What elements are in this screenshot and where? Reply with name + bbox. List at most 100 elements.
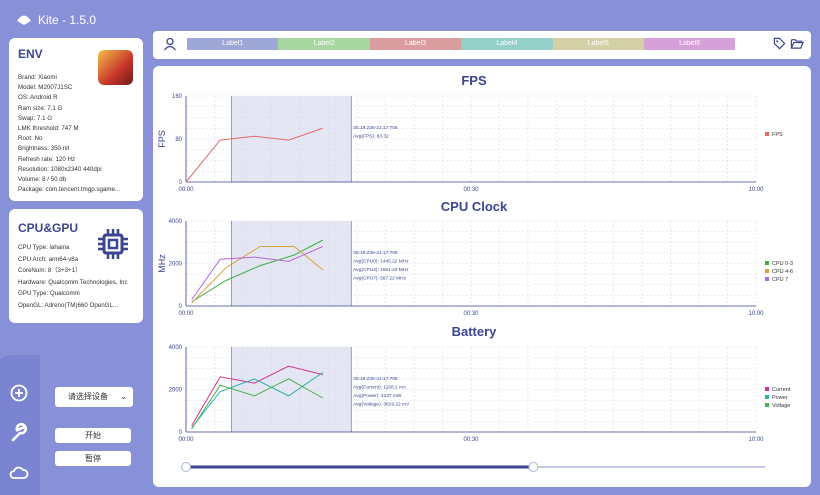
tooltip-line: Avg(FPS): 83.32 bbox=[353, 134, 389, 140]
tag-icon[interactable] bbox=[773, 37, 786, 50]
x-tick-label: 00:30 bbox=[463, 437, 479, 443]
label-tab[interactable]: Label4 bbox=[461, 38, 553, 50]
plus-circle-icon[interactable] bbox=[9, 383, 29, 403]
legend-swatch bbox=[765, 132, 769, 136]
x-tick-label: 10:00 bbox=[748, 437, 764, 443]
tooltip-line: 05:18:238-21:17:705 bbox=[353, 376, 398, 382]
cpu-row: CPU Arch: arm64-v8a bbox=[18, 255, 79, 263]
series-line-cpu-0-3 bbox=[191, 239, 324, 303]
series-line-current bbox=[191, 365, 323, 426]
chart-title: Battery bbox=[452, 324, 498, 339]
y-tick-label: 4000 bbox=[169, 219, 183, 225]
wrench-icon[interactable] bbox=[9, 423, 29, 443]
label-tab[interactable]: Label5 bbox=[552, 38, 644, 50]
chevron-down-icon: ⌄ bbox=[120, 392, 127, 401]
env-row: Brand: Xiaomi bbox=[18, 74, 57, 81]
start-button[interactable]: 开始 bbox=[55, 428, 131, 443]
tooltip-line: Avg(CPU0): 1445.22 MHz bbox=[353, 259, 409, 265]
timeline-end-handle[interactable] bbox=[528, 462, 539, 472]
series-line-fps bbox=[185, 127, 323, 183]
y-axis-label: FPS bbox=[157, 130, 167, 148]
cpugpu-card: CPU&GPU CPU Type: lahaina CPU Arch: arm6… bbox=[9, 209, 143, 323]
kite-logo-icon bbox=[17, 15, 31, 25]
title-bar: Kite - 1.5.0 bbox=[0, 0, 820, 40]
timeline-start-handle[interactable] bbox=[181, 462, 191, 472]
legend-label: Voltage bbox=[772, 403, 790, 409]
cpu-row: Hardware: Qualcomm Technologies, Inc bbox=[18, 278, 128, 286]
cpu-row: CoreNum: 8（3+3+1） bbox=[18, 267, 82, 274]
env-info-list: Brand: Xiaomi Model: M2007J1SC OS: Andro… bbox=[18, 73, 120, 195]
legend-label: Current bbox=[772, 387, 791, 393]
cpu-row: GPU Type: Qualcomm bbox=[18, 290, 80, 297]
env-row: Refresh rate: 120 Hz bbox=[18, 155, 76, 163]
charts-canvas: FPS 0 80 160 00:00 00:30 10:00 FPS FPS 05:18:238-… bbox=[157, 73, 793, 472]
legend-swatch bbox=[765, 277, 769, 281]
label-tab[interactable]: Label1 bbox=[187, 38, 279, 50]
x-tick-label: 00:30 bbox=[463, 187, 479, 193]
x-tick-label: 10:00 bbox=[748, 311, 764, 317]
env-row: Root: No bbox=[18, 135, 43, 143]
legend-swatch bbox=[765, 269, 769, 273]
chart-panel: FPS 0 80 160 00:00 00:30 10:00 FPS FPS 05:18:238-… bbox=[153, 66, 811, 487]
tooltip-line: Avg(Current): 1158.2 mA bbox=[353, 385, 407, 391]
y-axis-label: MHz bbox=[157, 254, 167, 273]
y-tick-label: 2000 bbox=[169, 262, 183, 268]
env-row: Resolution: 1080x2340 440dpi bbox=[18, 165, 102, 173]
series-line-voltage bbox=[191, 378, 324, 430]
y-tick-label: 80 bbox=[175, 137, 182, 143]
x-tick-label: 00:30 bbox=[463, 311, 479, 317]
chart-title: FPS bbox=[461, 73, 487, 88]
user-icon[interactable] bbox=[163, 37, 177, 51]
legend-label: CPU 0-3 bbox=[772, 261, 793, 267]
x-tick-label: 00:00 bbox=[178, 311, 194, 317]
env-row: Ram size: 7.1 G bbox=[18, 104, 63, 112]
env-card: ENV Brand: Xiaomi Model: M2007J1SC OS: A… bbox=[9, 38, 143, 201]
cloud-icon[interactable] bbox=[9, 463, 29, 483]
cpu-row: CPU Type: lahaina bbox=[18, 244, 70, 251]
x-tick-label: 00:00 bbox=[178, 437, 194, 443]
folder-open-icon[interactable] bbox=[790, 37, 804, 50]
tooltip-line: 05:18:238-21:17:705 bbox=[353, 125, 398, 131]
cpu-row: OpenGL: Adreno(TM)660 OpenGL... bbox=[18, 301, 119, 309]
x-tick-label: 00:00 bbox=[178, 187, 194, 193]
device-select-value: 请选择设备 bbox=[68, 392, 108, 401]
legend-label: Power bbox=[772, 395, 788, 401]
env-row: Package: com.tencent.tmgp.sgame... bbox=[18, 186, 121, 194]
tooltip-line: Avg(Power): 4137 mW bbox=[353, 393, 402, 399]
env-title: ENV bbox=[18, 47, 43, 61]
app-title: Kite - 1.5.0 bbox=[38, 13, 97, 27]
legend-swatch bbox=[765, 395, 769, 399]
series-line-power bbox=[191, 372, 324, 429]
label-tab[interactable]: Label6 bbox=[643, 38, 736, 50]
x-tick-label: 10:00 bbox=[748, 187, 764, 193]
y-tick-label: 2000 bbox=[169, 388, 183, 394]
tooltip-line: Avg(CPU7): 567.22 MHz bbox=[353, 276, 406, 282]
tooltip-line: Avg(Voltage): 3619.22 mV bbox=[353, 402, 410, 408]
y-tick-label: 0 bbox=[179, 304, 183, 310]
label-tab[interactable]: Label3 bbox=[369, 38, 462, 50]
tooltip-line: 05:18:238-21:17:705 bbox=[353, 250, 398, 256]
series-line-cpu-7 bbox=[191, 246, 323, 300]
game-app-icon bbox=[98, 50, 133, 85]
env-row: Brightness: 350 nit bbox=[18, 145, 70, 153]
label-strip: Label1 Label2 Label3 Label4 Label5 Label… bbox=[187, 38, 736, 50]
env-row: Volume: 8 / 50 db bbox=[18, 175, 67, 183]
env-row: Model: M2007J1SC bbox=[18, 84, 73, 92]
y-tick-label: 160 bbox=[172, 94, 183, 100]
legend-swatch bbox=[765, 403, 769, 407]
legend-label: FPS bbox=[772, 132, 783, 138]
label-tab[interactable]: Label2 bbox=[278, 38, 370, 50]
y-tick-label: 0 bbox=[179, 430, 183, 436]
chart-title: CPU Clock bbox=[441, 199, 508, 214]
device-select[interactable]: 请选择设备 ⌄ bbox=[55, 387, 133, 407]
tooltip-line: Avg(CPU4): 1561.22 MHz bbox=[353, 267, 409, 273]
env-row: LMK threshold: 747 M bbox=[18, 124, 79, 132]
pause-button[interactable]: 暂停 bbox=[55, 451, 131, 466]
cpugpu-info-list: CPU Type: lahaina CPU Arch: arm64-v8a Co… bbox=[18, 242, 128, 311]
legend-swatch bbox=[765, 261, 769, 265]
y-tick-label: 0 bbox=[179, 180, 183, 186]
y-tick-label: 4000 bbox=[169, 345, 183, 351]
env-row: Swap: 7.1 G bbox=[18, 114, 53, 122]
legend-label: CPU 7 bbox=[772, 277, 788, 283]
legend-swatch bbox=[765, 387, 769, 391]
